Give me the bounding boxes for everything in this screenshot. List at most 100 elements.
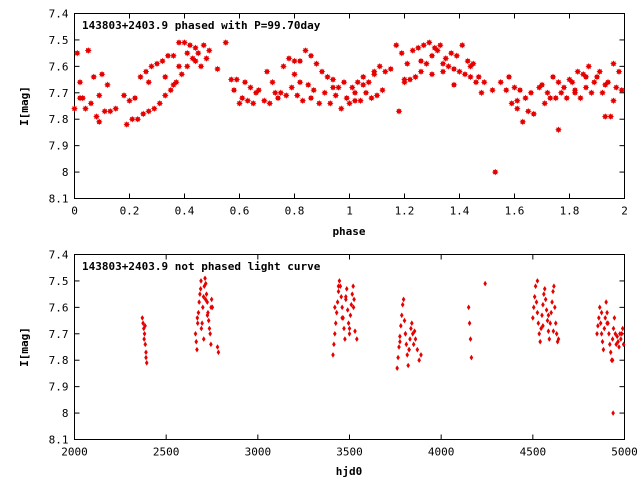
data-point — [351, 97, 359, 105]
data-point — [534, 299, 539, 305]
data-point — [348, 84, 356, 91]
data-point — [379, 86, 386, 94]
data-point — [142, 325, 146, 332]
data-point — [537, 330, 542, 337]
data-point — [387, 65, 395, 73]
data-point — [602, 325, 607, 332]
x-tick-label: 2000 — [61, 446, 88, 459]
data-point — [610, 97, 617, 105]
data-point — [134, 115, 142, 123]
data-point — [357, 97, 364, 105]
data-point — [478, 89, 485, 97]
data-point — [307, 94, 315, 102]
data-point — [195, 346, 199, 353]
phased-plot-title: 143803+2403.9 phased with P=99.70day — [82, 19, 321, 32]
data-point — [342, 325, 346, 332]
data-point — [599, 89, 606, 97]
data-point — [406, 76, 414, 83]
unphased-plot-panel: 143803+2403.9 not phased light curve 200… — [18, 249, 638, 479]
y-tick-label: 7.7 — [49, 87, 69, 100]
data-point — [439, 68, 447, 75]
data-point — [373, 92, 381, 99]
data-point — [413, 336, 418, 342]
data-point — [405, 352, 410, 358]
data-point — [593, 73, 601, 81]
data-point — [541, 301, 545, 308]
data-point — [335, 299, 340, 305]
y-tick-label: 8.1 — [49, 434, 69, 447]
data-point — [347, 330, 352, 337]
data-point — [201, 304, 205, 311]
data-point — [472, 78, 480, 86]
data-point — [417, 57, 425, 65]
data-point — [560, 84, 568, 91]
data-point — [141, 320, 145, 327]
data-point — [161, 92, 169, 99]
data-point — [611, 325, 616, 332]
data-point — [145, 107, 153, 115]
data-point — [178, 70, 186, 78]
data-point — [428, 52, 436, 60]
data-point — [551, 288, 555, 295]
data-point — [326, 100, 334, 107]
data-point — [401, 296, 406, 303]
data-point — [345, 307, 350, 313]
data-point — [513, 105, 521, 112]
data-point — [522, 94, 529, 102]
y-tick-label: 7.9 — [49, 381, 69, 394]
data-point — [554, 330, 559, 337]
data-point — [590, 78, 598, 86]
data-point — [409, 47, 417, 54]
data-point — [605, 320, 609, 327]
data-point — [71, 105, 78, 112]
data-point — [376, 63, 384, 70]
data-point — [574, 68, 582, 75]
data-point — [351, 89, 359, 97]
data-point — [175, 63, 183, 70]
data-point — [497, 78, 505, 86]
data-point — [397, 344, 401, 350]
data-point — [205, 47, 213, 54]
data-point — [260, 97, 268, 105]
data-point — [153, 60, 161, 68]
data-point — [588, 89, 595, 97]
data-point — [535, 309, 540, 316]
data-point — [555, 78, 562, 86]
data-point — [209, 304, 213, 311]
unphased-y-axis-label: I[mag] — [18, 327, 31, 367]
data-point — [348, 312, 353, 319]
data-point — [618, 330, 622, 337]
unphased-x-axis-label: hjd0 — [336, 465, 363, 478]
data-point — [199, 278, 203, 284]
data-point — [613, 330, 618, 337]
data-point — [343, 94, 351, 102]
data-point — [315, 100, 323, 107]
phased-data-points — [71, 39, 626, 176]
unphased-x-axis: 2000 2500 3000 3500 4000 4500 5000 — [61, 254, 638, 459]
data-point — [505, 73, 513, 81]
data-point — [207, 325, 212, 332]
data-point — [131, 94, 139, 102]
phased-plot-panel: 143803+2403.9 phased with P=99.70day 0 0.… — [18, 8, 628, 239]
data-point — [552, 283, 556, 290]
data-point — [412, 328, 417, 334]
y-tick-label: 7.6 — [49, 301, 69, 314]
data-point — [106, 107, 114, 115]
data-point — [407, 346, 411, 353]
data-point — [194, 338, 199, 345]
data-point — [293, 92, 301, 99]
data-point — [233, 76, 241, 83]
data-point — [610, 60, 617, 68]
data-point — [291, 57, 298, 65]
data-point — [194, 49, 202, 57]
x-tick-label: 4500 — [520, 446, 547, 459]
data-point — [195, 320, 200, 327]
data-point — [577, 94, 584, 102]
data-point — [547, 336, 552, 342]
data-point — [350, 291, 355, 297]
data-point — [608, 341, 612, 348]
data-point — [332, 341, 336, 348]
data-point — [546, 328, 551, 334]
data-point — [608, 349, 613, 356]
data-point — [415, 346, 420, 353]
